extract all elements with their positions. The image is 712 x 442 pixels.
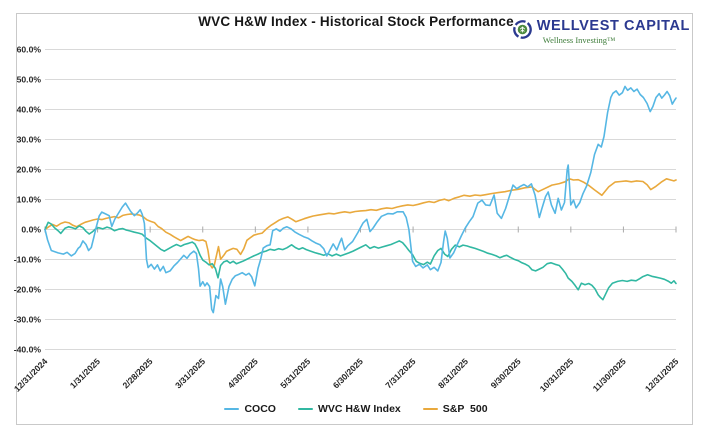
x-axis-label: 11/30/2025 [591,356,628,393]
x-axis-label: 4/30/2025 [226,356,260,390]
wellvest-logo-tagline: Wellness Investing™ [542,35,616,46]
y-axis-label: 20.0% [17,165,42,175]
y-axis-label: 60.0% [17,45,42,55]
chart-legend: COCO WVC H&W Index S&P 500 [0,403,712,415]
x-axis-label: 5/31/2025 [278,356,312,390]
y-axis-label: -40.0% [14,345,42,355]
wellvest-logo-icon [512,20,532,39]
chart-title: WVC H&W Index - Historical Stock Perform… [198,14,514,29]
y-axis-label: -10.0% [14,255,42,265]
legend-swatch-wvc-hw-index [297,407,313,411]
series-line-wvc-hw-index [44,221,677,301]
legend-swatch-sp500 [422,407,438,411]
series-line-coco [44,85,677,314]
x-axis-label: 12/31/2024 [12,356,50,394]
wellvest-logo: WELLVEST CAPITAL Wellness Investing™ [512,18,690,46]
legend-label-wvc-hw-index: WVC H&W Index [317,403,401,415]
legend-item-wvc-hw-index: WVC H&W Index [297,403,401,415]
y-axis-label: -30.0% [14,315,42,325]
x-axis-label: 6/30/2025 [331,356,365,390]
x-axis-label: 1/31/2025 [68,356,102,390]
wellvest-logo-name: WELLVEST CAPITAL [536,18,690,34]
y-axis-label: 40.0% [17,105,42,115]
series-line-sp500 [44,178,677,269]
legend-item-sp500: S&P 500 [422,403,488,415]
chart-frame [16,13,693,425]
x-axis-label: 8/31/2025 [436,356,470,390]
x-axis-label: 2/28/2025 [120,356,154,390]
y-axis-label: 30.0% [17,135,42,145]
x-axis-label: 9/30/2025 [489,356,523,390]
y-axis-label: -20.0% [14,285,42,295]
y-axis-label: 0.0% [21,225,41,235]
legend-label-sp500: S&P 500 [442,403,488,415]
x-axis-label: 10/31/2025 [538,356,576,394]
x-axis-label: 3/31/2025 [173,356,207,390]
x-axis-label: 7/31/2025 [383,356,417,390]
y-axis-label: 10.0% [17,195,42,205]
legend-swatch-coco [224,407,240,411]
legend-item-coco: COCO [224,403,276,415]
y-axis-label: 50.0% [17,75,42,85]
x-axis-label: 12/31/2025 [643,356,681,394]
legend-label-coco: COCO [244,403,276,415]
